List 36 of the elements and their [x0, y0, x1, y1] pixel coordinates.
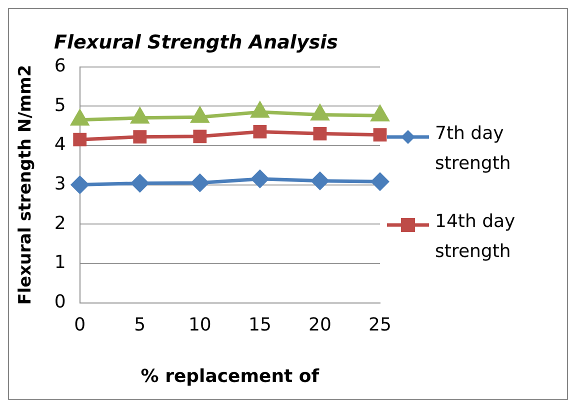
point — [71, 176, 89, 194]
y-tick-label: 6 — [54, 55, 66, 76]
point — [133, 130, 147, 144]
point — [71, 110, 89, 126]
point — [191, 107, 209, 123]
point — [131, 108, 149, 124]
x-tick-label: 0 — [74, 314, 86, 336]
x-tick-label: 25 — [368, 314, 392, 336]
point — [253, 125, 267, 138]
point — [313, 126, 327, 140]
point — [191, 174, 209, 192]
point — [193, 130, 207, 144]
y-tick-label: 4 — [54, 134, 66, 156]
y-tick-label: 5 — [54, 94, 66, 116]
point — [131, 174, 149, 192]
point — [311, 172, 329, 190]
x-tick-label: 10 — [188, 314, 212, 336]
point — [311, 105, 329, 121]
point — [373, 128, 387, 142]
point — [371, 106, 389, 122]
x-tick-label: 15 — [248, 314, 272, 336]
legend-label: 14th day strength — [435, 210, 516, 264]
point — [73, 132, 87, 146]
y-tick-label: 2 — [54, 212, 66, 234]
point — [371, 172, 389, 190]
y-axis-title: Flexural strength N/mm2 — [16, 64, 36, 305]
y-tick-label: 1 — [54, 252, 66, 274]
legend-label: 7th day strength — [435, 122, 512, 176]
y-tick-label: 0 — [54, 291, 66, 312]
point — [251, 170, 269, 188]
chart-title: Flexural Strength Analysis — [54, 31, 338, 54]
x-tick-label: 20 — [308, 314, 332, 336]
x-axis-title: % replacement of — [140, 366, 320, 387]
point — [251, 102, 269, 118]
y-tick-label: 3 — [54, 173, 66, 194]
x-tick-label: 5 — [134, 314, 146, 336]
